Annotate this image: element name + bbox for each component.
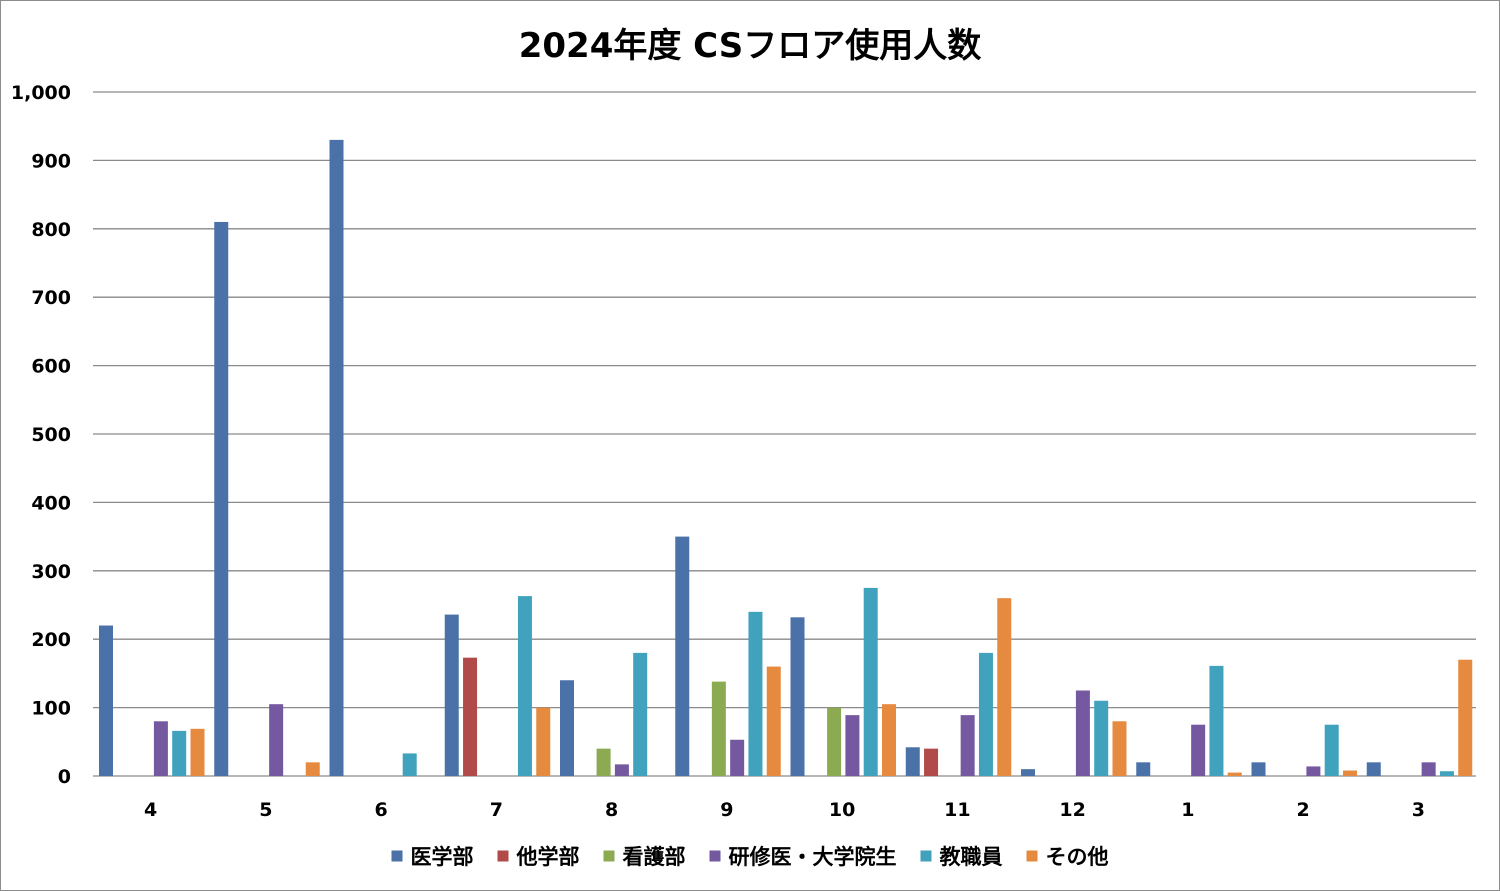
legend-swatch — [920, 850, 932, 862]
bar — [402, 753, 417, 776]
bar — [214, 221, 229, 776]
y-axis-tick-labels: 0 100 200 300 400 500 600 700 800 900 1,000 — [11, 82, 71, 788]
bar — [633, 652, 648, 776]
bar — [1343, 770, 1357, 776]
bar — [1021, 769, 1035, 776]
x-tick-label: 4 — [144, 799, 157, 821]
legend-label: その他 — [1046, 845, 1109, 869]
x-tick-label: 6 — [375, 799, 388, 821]
bar — [463, 657, 478, 776]
bar — [1075, 690, 1090, 776]
y-tick-label: 0 — [58, 766, 71, 788]
bar — [614, 764, 629, 776]
bar — [172, 730, 187, 776]
bar — [1209, 665, 1224, 776]
x-tick-label: 7 — [490, 799, 503, 821]
bar — [517, 596, 532, 776]
bar — [1324, 724, 1339, 776]
bar — [1251, 762, 1266, 776]
y-tick-label: 700 — [31, 287, 71, 309]
x-tick-label: 1 — [1181, 799, 1194, 821]
x-tick-label: 2 — [1297, 799, 1310, 821]
bar — [924, 748, 939, 776]
legend-label: 他学部 — [516, 845, 580, 869]
bar — [827, 707, 842, 776]
gridlines — [93, 91, 1476, 777]
x-tick-label: 8 — [605, 799, 618, 821]
legend-label: 看護部 — [623, 845, 686, 869]
bar — [845, 715, 860, 776]
bar — [536, 707, 551, 776]
legend-swatch — [1026, 850, 1038, 862]
bar — [730, 739, 745, 776]
bar — [766, 666, 781, 776]
bar — [1136, 762, 1151, 776]
x-tick-label: 12 — [1059, 799, 1085, 821]
bar — [329, 139, 344, 776]
bar — [790, 617, 805, 776]
bar — [1366, 762, 1381, 776]
y-tick-label: 200 — [31, 629, 71, 651]
bar — [905, 747, 920, 776]
bar — [560, 680, 574, 776]
bar — [1094, 700, 1109, 776]
bar — [99, 625, 113, 776]
legend: 医学部 他学部 看護部 研修医・大学院生 教職員 その他 — [391, 845, 1109, 869]
bar — [1112, 721, 1127, 776]
y-tick-label: 900 — [31, 150, 71, 172]
y-tick-label: 600 — [31, 356, 71, 378]
y-tick-label: 800 — [31, 219, 71, 241]
x-tick-label: 11 — [944, 799, 970, 821]
bar — [269, 704, 284, 776]
bar — [305, 762, 320, 776]
bar — [1421, 762, 1436, 776]
bar — [1227, 772, 1242, 776]
chart-title: 2024年度 CSフロア使用人数 — [518, 26, 982, 66]
y-tick-label: 100 — [31, 698, 71, 720]
bar — [978, 652, 993, 776]
bars — [99, 139, 1473, 776]
legend-label: 医学部 — [411, 845, 474, 869]
bar — [190, 728, 205, 776]
bar — [882, 704, 896, 776]
bar — [596, 748, 611, 776]
bar — [997, 598, 1012, 776]
x-tick-label: 9 — [720, 799, 733, 821]
legend-swatch — [497, 850, 509, 862]
bar — [748, 611, 763, 776]
y-tick-label: 400 — [31, 492, 71, 514]
x-tick-label: 5 — [259, 799, 272, 821]
y-tick-label: 500 — [31, 424, 71, 446]
y-tick-label: 300 — [31, 561, 71, 583]
bar — [153, 721, 168, 776]
bar — [675, 536, 690, 776]
bar — [711, 681, 726, 776]
x-tick-label: 3 — [1412, 799, 1425, 821]
x-tick-label: 10 — [829, 799, 855, 821]
legend-label: 教職員 — [940, 845, 1003, 869]
legend-swatch — [709, 850, 721, 862]
legend-label: 研修医・大学院生 — [729, 845, 897, 869]
bar — [1191, 724, 1206, 776]
bar — [1306, 766, 1321, 776]
bar — [960, 715, 975, 776]
bar — [1439, 771, 1454, 776]
y-tick-label: 1,000 — [11, 82, 71, 104]
bar — [1458, 659, 1473, 776]
x-axis-tick-labels: 4 5 6 7 8 9 10 11 12 1 2 3 — [144, 799, 1425, 821]
bar — [444, 614, 459, 776]
legend-swatch — [603, 850, 615, 862]
bar — [863, 587, 878, 776]
legend-swatch — [391, 850, 403, 862]
